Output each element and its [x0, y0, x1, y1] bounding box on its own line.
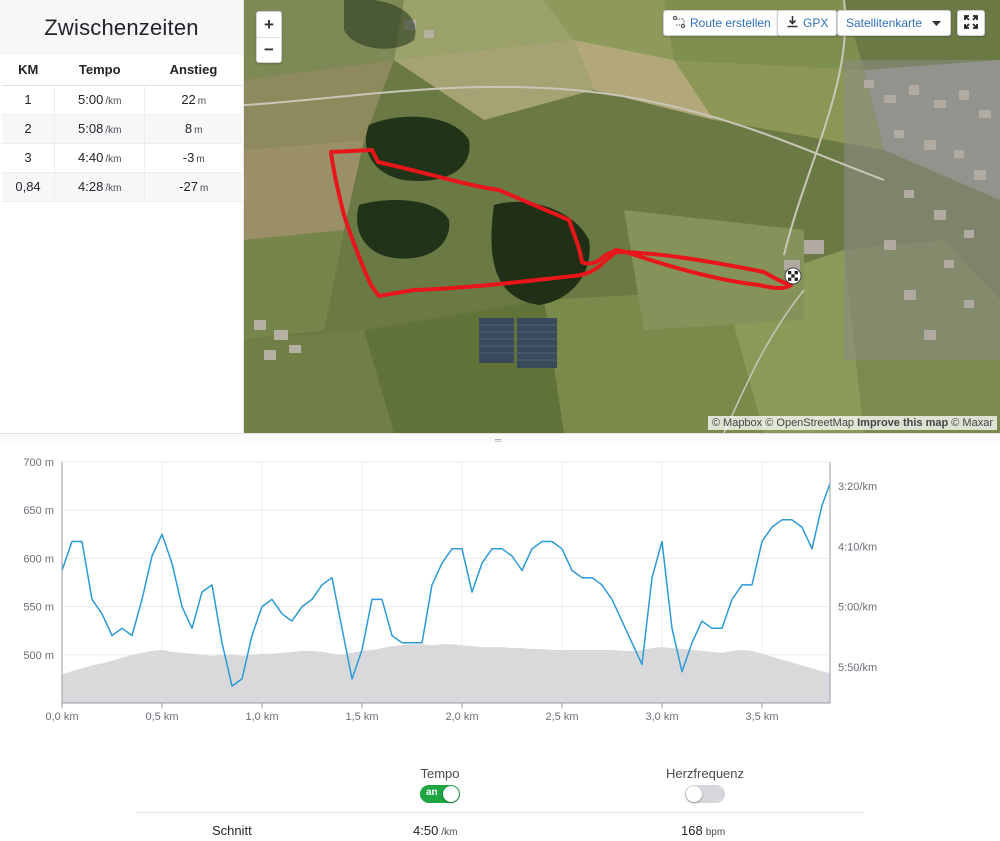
splits-header: Zwischenzeiten	[0, 0, 243, 55]
table-row: 0,84 4:28/km -27 m	[2, 172, 242, 202]
splits-panel: Zwischenzeiten KM Tempo Anstieg 1 5:00/k…	[0, 0, 244, 433]
y-tick-label-right: 3:20/km	[838, 481, 877, 493]
splits-header-row: KM Tempo Anstieg	[2, 55, 242, 86]
caret-down-icon	[932, 16, 942, 30]
route-line	[329, 148, 793, 298]
split-pace: 5:00/km	[54, 85, 146, 115]
table-row: 1 5:00/km 22 m	[2, 85, 242, 115]
map-attribution: © Mapbox © OpenStreetMap Improve this ma…	[707, 416, 997, 430]
split-km: 3	[2, 143, 56, 173]
split-elevation: 22 m	[144, 85, 242, 115]
pace-toggle-label: Tempo	[420, 766, 460, 781]
col-header-pace: Tempo	[54, 55, 145, 86]
maxar-credit[interactable]: © Maxar	[951, 417, 993, 429]
y-tick-label-left: 500 m	[23, 650, 54, 662]
col-header-elevation: Anstieg	[144, 55, 242, 86]
y-tick-label-left: 600 m	[23, 553, 54, 565]
elevation-area	[62, 644, 830, 703]
fullscreen-button[interactable]	[957, 10, 985, 36]
hr-toggle[interactable]	[685, 785, 725, 803]
y-tick-label-left: 550 m	[23, 602, 54, 614]
splits-table: KM Tempo Anstieg 1 5:00/km 22 m 2 5:08/km…	[2, 55, 242, 202]
pace-toggle-state: an	[426, 787, 438, 798]
split-elevation: -3 m	[144, 143, 242, 173]
y-tick-label-right: 5:50/km	[838, 662, 877, 674]
chart-ticks: 500 m 550 m 600 m 650 m 700 m 5:50/km 5:00/km 4…	[23, 457, 877, 723]
avg-pace: 4:50/km	[413, 823, 458, 838]
x-tick-label: 0,0 km	[45, 711, 78, 723]
zoom-out-button[interactable]: −	[257, 37, 281, 62]
toggle-knob	[686, 786, 702, 802]
toggle-knob	[443, 786, 459, 802]
split-pace: 4:28/km	[54, 172, 146, 202]
x-tick-label: 1,5 km	[345, 711, 378, 723]
osm-credit[interactable]: © OpenStreetMap	[765, 417, 855, 429]
col-header-km: KM	[2, 55, 55, 86]
pace-toggle[interactable]: an	[420, 785, 460, 803]
pace-elevation-chart[interactable]: 500 m 550 m 600 m 650 m 700 m 5:50/km 5:00/km 4…	[0, 450, 1000, 725]
route-icon	[672, 15, 686, 32]
y-tick-label-left: 650 m	[23, 505, 54, 517]
route-map[interactable]: + − Route erstellen GPX Satellitenkarte …	[244, 0, 1000, 433]
split-km: 2	[2, 114, 56, 144]
table-row: 3 4:40/km -3 m	[2, 143, 242, 173]
zoom-controls: + −	[256, 11, 282, 63]
create-route-button[interactable]: Route erstellen	[663, 10, 780, 36]
panel-resize-handle[interactable]: ═	[0, 433, 1000, 445]
satellite-imagery	[244, 0, 1000, 433]
hr-toggle-label: Herzfrequenz	[665, 766, 745, 781]
fullscreen-icon	[964, 14, 978, 32]
split-km: 1	[2, 85, 56, 115]
x-tick-label: 1,0 km	[245, 711, 278, 723]
y-tick-label-right: 4:10/km	[838, 541, 877, 553]
hr-toggle-group: Herzfrequenz	[655, 766, 755, 803]
x-tick-label: 2,5 km	[545, 711, 578, 723]
gpx-label: GPX	[803, 16, 829, 30]
split-pace: 5:08/km	[54, 114, 146, 144]
avg-label: Schnitt	[212, 823, 252, 838]
y-tick-label-left: 700 m	[23, 457, 54, 469]
map-type-dropdown[interactable]: Satellitenkarte	[837, 10, 951, 36]
avg-heart-rate: 168 bpm	[681, 823, 726, 838]
split-pace: 4:40/km	[54, 143, 146, 173]
pace-toggle-group: Tempo an	[405, 766, 475, 803]
gpx-download-button[interactable]: GPX	[777, 10, 838, 36]
improve-map-link[interactable]: Improve this map	[857, 417, 949, 429]
stats-section: Tempo an Herzfrequenz Schnitt 4:50/km 16…	[0, 760, 1000, 841]
map-type-label: Satellitenkarte	[846, 16, 923, 30]
create-route-label: Route erstellen	[690, 16, 771, 30]
drag-grip-icon: ═	[495, 435, 501, 445]
split-km: 0,84	[2, 172, 56, 202]
chart-axes	[61, 462, 831, 708]
mapbox-credit[interactable]: © Mapbox	[711, 417, 763, 429]
zoom-in-button[interactable]: +	[264, 14, 274, 34]
y-tick-label-right: 5:00/km	[838, 602, 877, 614]
download-icon	[786, 15, 799, 31]
split-elevation: -27 m	[144, 172, 242, 202]
pace-line	[61, 483, 831, 687]
x-tick-label: 2,0 km	[445, 711, 478, 723]
x-tick-label: 3,0 km	[645, 711, 678, 723]
x-tick-label: 3,5 km	[745, 711, 778, 723]
finish-flag-icon	[784, 267, 802, 285]
stats-divider	[136, 812, 864, 813]
splits-title: Zwischenzeiten	[44, 14, 199, 40]
x-tick-label: 0,5 km	[145, 711, 178, 723]
